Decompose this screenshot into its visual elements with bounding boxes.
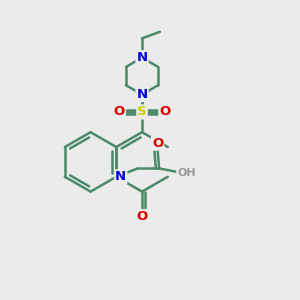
Text: N: N [115, 170, 126, 183]
Text: O: O [113, 106, 125, 118]
Text: O: O [136, 210, 148, 223]
Text: O: O [152, 137, 163, 150]
Text: N: N [136, 51, 148, 64]
Text: OH: OH [177, 169, 196, 178]
Text: N: N [136, 88, 148, 101]
Text: O: O [159, 106, 170, 118]
Text: S: S [137, 106, 147, 118]
